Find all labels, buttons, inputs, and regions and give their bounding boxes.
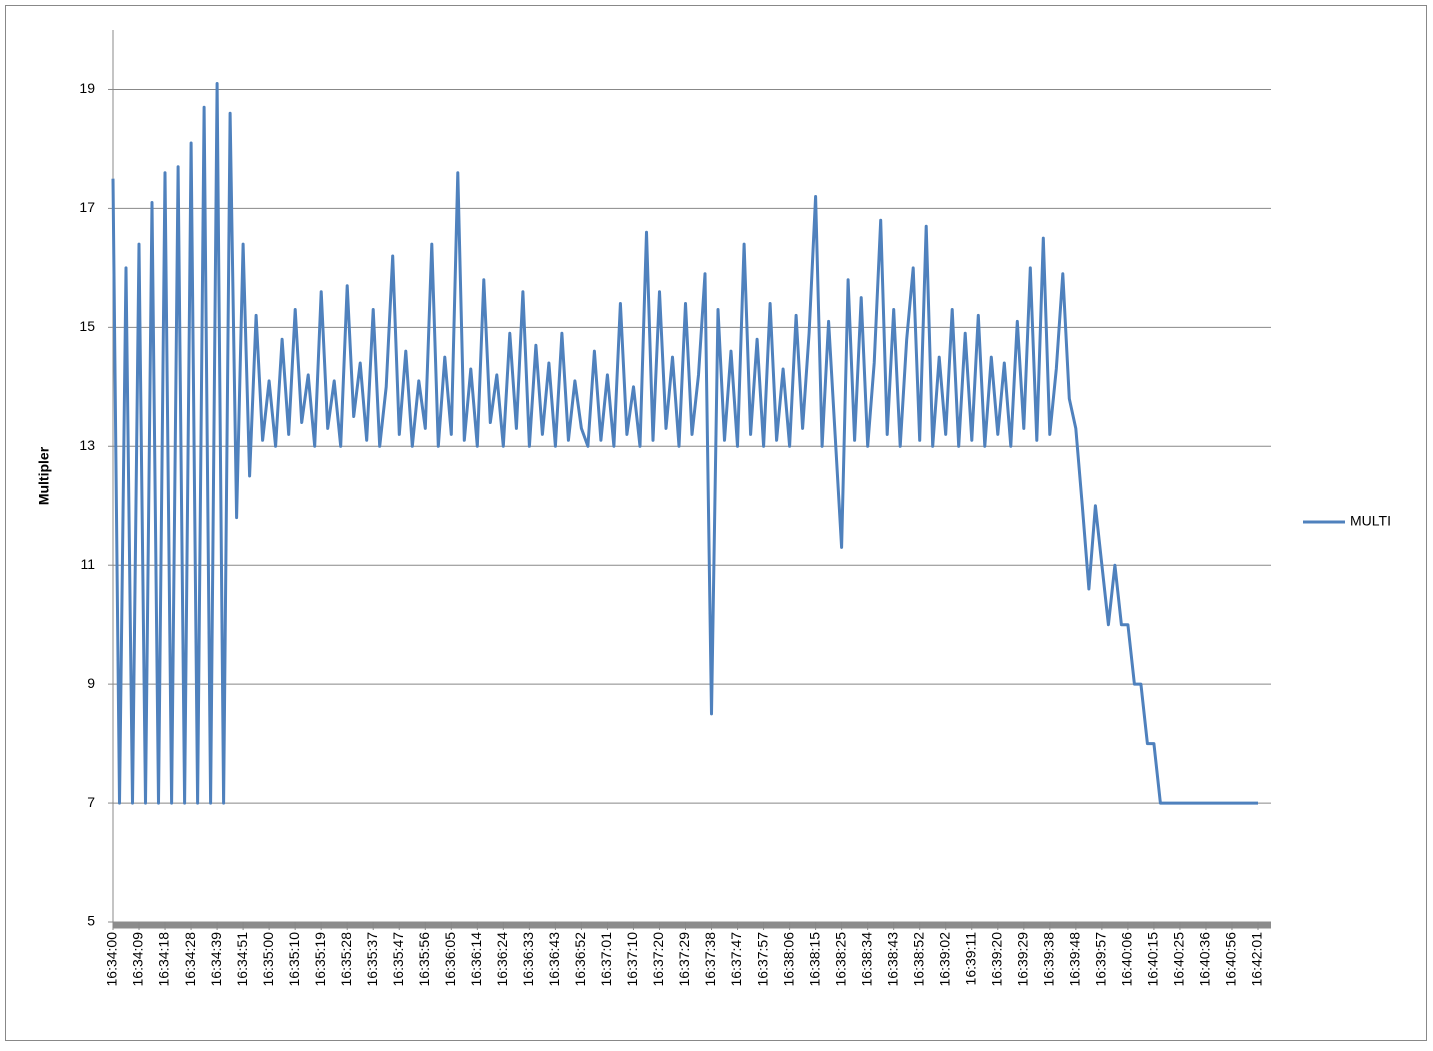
x-tick-label: 16:34:39 — [208, 932, 224, 987]
x-tick-label: 16:36:24 — [494, 932, 510, 987]
x-tick-label: 16:38:06 — [780, 932, 796, 987]
x-tick-label: 16:35:56 — [416, 932, 432, 987]
x-tick-label: 16:36:52 — [572, 932, 588, 987]
x-tick-label: 16:34:18 — [156, 932, 172, 987]
y-tick-label: 13 — [79, 437, 95, 453]
y-tick-label: 9 — [87, 675, 95, 691]
x-tick-label: 16:39:48 — [1067, 932, 1083, 987]
x-tick-label: 16:38:43 — [884, 932, 900, 987]
y-axis-label: Multipler — [36, 446, 52, 505]
legend-label: MULTI — [1350, 513, 1391, 529]
x-tick-label: 16:37:47 — [728, 932, 744, 987]
x-tick-label: 16:38:15 — [806, 932, 822, 987]
y-tick-label: 5 — [87, 913, 95, 929]
x-tick-label: 16:38:34 — [858, 932, 874, 987]
x-tick-label: 16:37:10 — [624, 932, 640, 987]
x-tick-label: 16:34:28 — [182, 932, 198, 987]
x-tick-label: 16:38:52 — [910, 932, 926, 987]
x-tick-label: 16:39:29 — [1014, 932, 1030, 987]
x-tick-label: 16:39:02 — [936, 932, 952, 987]
x-tick-label: 16:34:00 — [104, 932, 120, 987]
y-tick-label: 7 — [87, 794, 95, 810]
y-tick-label: 15 — [79, 318, 95, 334]
x-tick-label: 16:39:11 — [962, 932, 978, 986]
x-tick-label: 16:40:25 — [1171, 932, 1187, 987]
y-tick-label: 17 — [79, 199, 95, 215]
x-tick-label: 16:40:15 — [1145, 932, 1161, 987]
x-tick-label: 16:34:09 — [130, 932, 146, 987]
x-tick-label: 16:35:37 — [364, 932, 380, 987]
y-tick-label: 11 — [80, 556, 95, 572]
x-tick-label: 16:35:00 — [260, 932, 276, 987]
x-tick-label: 16:36:43 — [546, 932, 562, 987]
x-tick-label: 16:36:33 — [520, 932, 536, 987]
x-tick-label: 16:37:57 — [754, 932, 770, 987]
x-tick-label: 16:37:29 — [676, 932, 692, 987]
y-tick-label: 19 — [79, 80, 95, 96]
x-tick-label: 16:40:36 — [1197, 932, 1213, 987]
x-tick-label: 16:35:47 — [390, 932, 406, 987]
x-tick-label: 16:36:05 — [442, 932, 458, 987]
x-tick-label: 16:39:20 — [988, 932, 1004, 987]
x-tick-label: 16:34:51 — [234, 932, 250, 987]
x-tick-label: 16:35:28 — [338, 932, 354, 987]
x-tick-label: 16:35:10 — [286, 932, 302, 987]
x-tick-label: 16:37:38 — [702, 932, 718, 987]
x-tick-label: 16:42:01 — [1249, 932, 1265, 987]
x-tick-label: 16:36:14 — [468, 932, 484, 987]
x-tick-label: 16:38:25 — [832, 932, 848, 987]
x-tick-label: 16:40:06 — [1119, 932, 1135, 987]
x-tick-label: 16:39:57 — [1093, 932, 1109, 987]
x-tick-label: 16:35:19 — [312, 932, 328, 987]
x-tick-label: 16:40:56 — [1223, 932, 1239, 987]
x-tick-label: 16:39:38 — [1041, 932, 1057, 987]
data-line — [111, 82, 1258, 805]
x-tick-label: 16:37:20 — [650, 932, 666, 987]
x-tick-label: 16:37:01 — [598, 932, 614, 987]
